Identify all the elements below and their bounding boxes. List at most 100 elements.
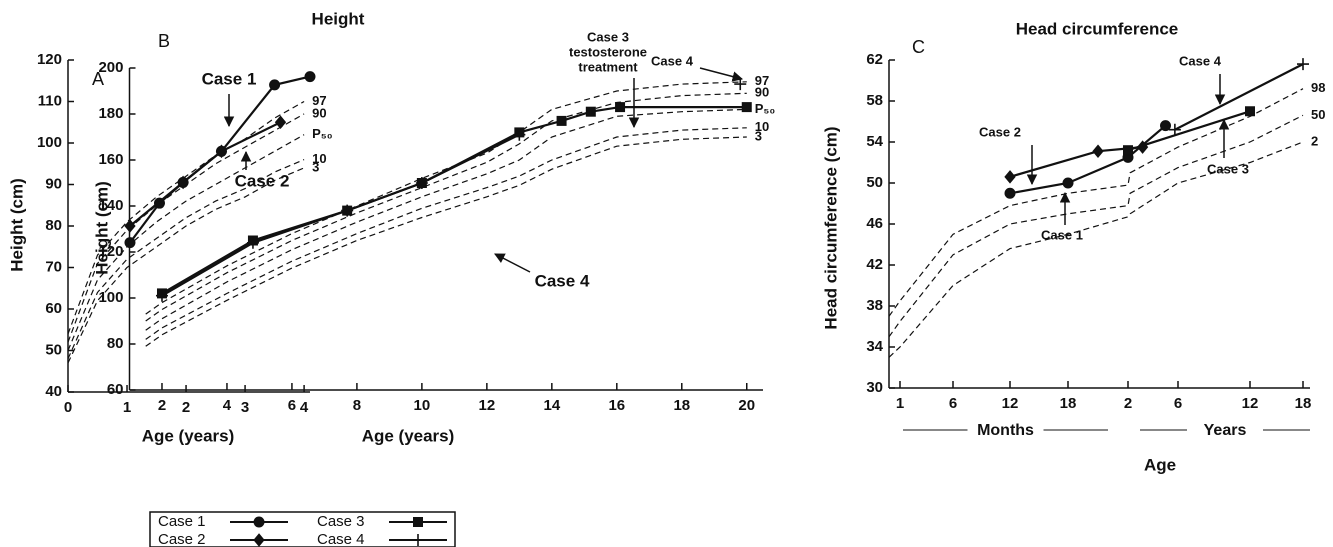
marker-square [615,102,626,113]
marker-circle [269,79,281,91]
percentile-label: 3 [755,128,762,143]
marker-square [741,102,752,113]
x-tick-label: 4 [223,397,232,414]
panel-label: C [912,37,925,57]
case-line [1127,110,1251,152]
y-tick-label: 100 [98,289,123,306]
legend-label: Case 4 [317,531,365,547]
percentile-label: 90 [312,105,326,120]
y-axis-label: Height (cm) [92,181,111,275]
marker-diamond [274,115,287,130]
panel-label: B [158,31,170,51]
percentile-curve [67,100,305,335]
x-tick-label: 16 [608,397,625,414]
case-line [1009,146,1143,178]
chart-panel: 30 34 38 42 46 50 54 58 62 1 6 12 18 2 6 12 18 C Head circ… [821,19,1325,474]
marker-plus [1168,123,1181,136]
case-line [1009,124,1167,195]
annotation: Case 3 [1207,161,1249,176]
percentile-label: 50 [1311,107,1325,122]
marker-plus [412,534,424,546]
percentile-label: 2 [1311,133,1318,148]
x-tick-label: 3 [241,399,249,416]
case-line [129,121,281,227]
y-tick-label: 70 [45,258,62,275]
percentile-curve [145,127,747,340]
y-tick-label: 80 [45,217,62,234]
x-group-label: Years [1204,422,1247,439]
annotation: Case 1 [202,69,257,88]
percentile-label: 10 [755,119,769,134]
marker-plus [246,236,259,249]
x-tick-label: 1 [896,395,904,412]
percentile-curve [145,81,747,315]
y-axis-label: Head circumference (cm) [821,126,840,329]
x-tick-label: 18 [1295,395,1312,412]
percentile-curve [888,88,1304,317]
panel-label: A [92,69,104,89]
marker-circle [1160,120,1171,132]
y-tick-label: 140 [98,197,123,214]
percentile-label: 90 [755,85,769,100]
y-tick-label: 38 [866,297,883,314]
y-tick-label: 180 [98,105,123,122]
x-tick-label: 2 [158,397,166,414]
x-tick-label: 12 [479,397,496,414]
x-tick-label: 20 [738,397,755,414]
x-tick-label: 12 [1242,395,1259,412]
percentile-label: 97 [312,93,326,108]
marker-diamond [1092,144,1104,159]
marker-square [556,115,567,126]
y-tick-label: 34 [866,338,883,355]
case-line [129,75,311,244]
y-tick-label: 60 [107,381,124,398]
marker-diamond [177,175,189,190]
annotation: Case 3 [587,29,629,44]
y-tick-label: 42 [866,256,883,273]
y-tick-label: 60 [45,300,62,317]
percentile-label: 10 [312,151,326,166]
marker-diamond [1004,170,1016,184]
y-tick-label: 50 [45,341,62,358]
annotation: Case 4 [535,271,590,290]
group-label-bg [1187,420,1263,440]
x-tick-label: 4 [300,399,309,416]
legend-box [149,511,456,547]
marker-circle [1062,177,1074,189]
percentile-curve [888,114,1304,338]
legend-label: Case 3 [317,513,365,530]
percentile-curve [145,92,747,322]
legend-label: Case 2 [158,531,206,547]
marker-circle [253,516,265,528]
x-tick-label: 2 [182,399,190,416]
annotation: testosterone [569,44,647,59]
y-tick-label: 160 [98,151,123,168]
annotation-arrow [494,253,531,273]
marker-plus [155,289,168,302]
annotation: Case 4 [651,53,694,68]
legend-label: Case 1 [158,513,206,530]
marker-square [413,517,423,527]
marker-square [1245,106,1255,117]
annotation: Case 2 [979,124,1021,139]
percentile-label: P₅₀ [312,126,333,141]
marker-plus [341,204,354,217]
case-line [1174,63,1304,131]
x-tick-label: 6 [949,395,957,412]
marker-square [1123,145,1133,156]
y-tick-label: 62 [866,51,883,68]
marker-plus [1297,58,1309,71]
annotation: Case 1 [1041,227,1083,242]
y-tick-label: 46 [866,215,883,232]
group-label-bg [967,420,1044,440]
y-tick-label: 120 [98,243,123,260]
marker-plus [415,177,428,189]
annotation-arrow [699,67,744,82]
case-line [161,106,747,295]
x-tick-label: 18 [673,397,690,414]
marker-plus [734,78,747,91]
y-tick-label: 30 [866,379,883,396]
percentile-label: P₅₀ [755,101,776,116]
